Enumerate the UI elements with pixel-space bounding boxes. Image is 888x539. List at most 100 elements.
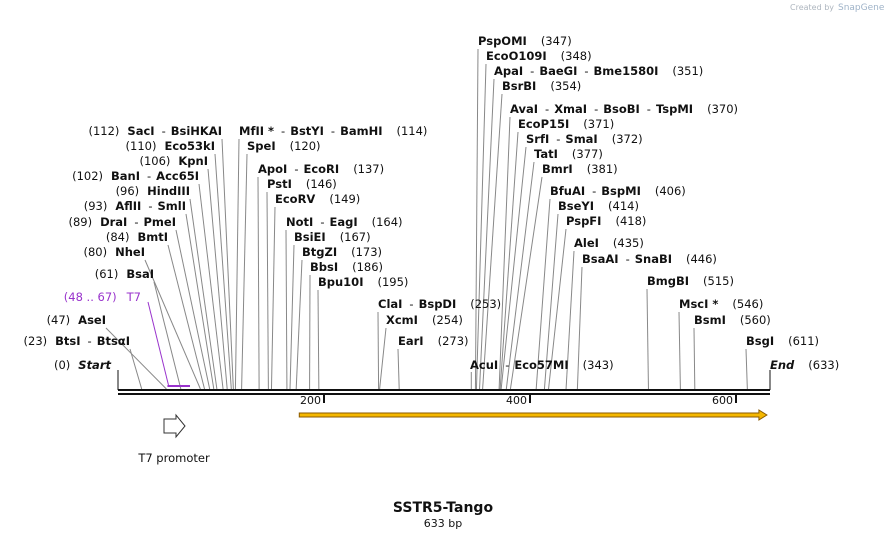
site-position: (414)	[608, 199, 639, 213]
site-name: MscI *	[679, 297, 718, 311]
site-name: NotI	[286, 215, 313, 229]
ruler-tick-label-200: 200	[300, 394, 321, 407]
site-position: (348)	[561, 49, 592, 63]
ruler: 200 400 600	[300, 394, 738, 407]
site-name: SpeI	[247, 139, 276, 153]
leader-EcoRV	[270, 206, 276, 390]
site-separator: -	[147, 169, 151, 183]
sequence-backbone	[117, 370, 771, 395]
site-position: (560)	[740, 313, 771, 327]
site-name: BtsαI	[97, 334, 130, 348]
site-label-BfuAI: BfuAI - BspMI (406)	[550, 184, 686, 198]
site-label-BtsI: (23) BtsI - BtsαI	[24, 334, 130, 348]
site-label-BsaAI: BsaAI - SnaBI (446)	[582, 252, 717, 266]
site-label-ClaI: ClaI - BspDI (253)	[378, 297, 501, 311]
site-label-BsrBI: BsrBI (354)	[502, 79, 581, 93]
sequence-length: 633 bp	[424, 517, 462, 530]
leader-BsmI	[693, 327, 696, 390]
site-name: BsoBI	[603, 102, 640, 116]
site-label-MscI *: MscI * (546)	[679, 297, 763, 311]
ruler-tick-label-600: 600	[712, 394, 733, 407]
site-position: (120)	[290, 139, 321, 153]
site-name: TatI	[534, 147, 558, 161]
leader-BmgBI	[646, 288, 649, 390]
site-name: BsiHKAI	[171, 124, 222, 138]
site-name: PspOMI	[478, 34, 527, 48]
site-label-PspOMI: PspOMI (347)	[478, 34, 572, 48]
site-position: (146)	[306, 177, 337, 191]
end-name: End	[770, 358, 795, 372]
start-position: (0)	[54, 358, 70, 372]
leader-BmtI	[167, 244, 206, 390]
leader-SrfI	[500, 146, 527, 390]
site-position: (611)	[788, 334, 819, 348]
site-name: AcuI	[470, 358, 498, 372]
features-layer: (48 .. 67) T7 T7 promoter	[64, 290, 768, 465]
site-position: (61)	[95, 267, 119, 281]
leader-SpeI	[241, 153, 248, 390]
site-name: SmlI	[158, 199, 187, 213]
site-label-AcuI: AcuI - Eco57MI (343)	[470, 358, 614, 372]
site-label-HindIII: (96) HindIII	[116, 184, 190, 198]
site-name: BamHI	[340, 124, 382, 138]
leader-BtsI	[129, 348, 143, 390]
site-name: DraI	[100, 215, 127, 229]
site-separator: -	[88, 334, 92, 348]
leader-BfuAI	[535, 198, 551, 390]
site-separator: -	[294, 162, 298, 176]
site-separator: -	[320, 215, 324, 229]
site-position: (347)	[541, 34, 572, 48]
site-label-BmtI: (84) BmtI	[106, 230, 168, 244]
site-position: (515)	[703, 274, 734, 288]
leader-SacI	[221, 138, 234, 390]
site-label-BsaI: (61) BsaI	[95, 267, 154, 281]
leader-BsrBI	[482, 93, 503, 390]
leader-Bpu10I	[317, 289, 320, 390]
site-name: Acc65I	[156, 169, 199, 183]
site-position: (435)	[613, 236, 644, 250]
leader-PstI	[266, 191, 269, 390]
site-name: BsaI	[126, 267, 154, 281]
site-name: AleI	[574, 236, 599, 250]
site-name: EcoRV	[275, 192, 315, 206]
leader-BanI	[198, 183, 224, 390]
site-name: BaeGI	[539, 64, 577, 78]
leader-PspOMI	[474, 48, 479, 390]
site-separator: -	[505, 358, 509, 372]
leader-lines	[105, 48, 748, 390]
site-label-DraI: (89) DraI - PmeI	[68, 215, 176, 229]
site-name: PmeI	[144, 215, 177, 229]
site-separator: -	[148, 199, 152, 213]
site-name: BsaAI	[582, 252, 619, 266]
leader-Eco53kI	[214, 153, 232, 390]
site-name: EagI	[329, 215, 357, 229]
t7-promoter-arrow	[163, 413, 186, 439]
site-position: (546)	[732, 297, 763, 311]
site-name: BbsI	[310, 260, 338, 274]
leader-EarI	[397, 348, 400, 390]
site-position: (343)	[583, 358, 614, 372]
site-label-BsiEI: BsiEI (167)	[294, 230, 371, 244]
site-name: BmgBI	[647, 274, 689, 288]
leader-TatI	[505, 161, 535, 390]
site-position: (377)	[572, 147, 603, 161]
site-position: (164)	[372, 215, 403, 229]
site-label-ApoI: ApoI - EcoRI (137)	[258, 162, 384, 176]
site-label-BsmI: BsmI (560)	[694, 313, 771, 327]
site-label-BmrI: BmrI (381)	[542, 162, 618, 176]
site-name: Bme1580I	[594, 64, 659, 78]
site-label-EarI: EarI (273)	[398, 334, 469, 348]
site-separator: -	[134, 215, 138, 229]
site-position: (112)	[88, 124, 119, 138]
site-position: (89)	[68, 215, 92, 229]
site-name: XmaI	[554, 102, 587, 116]
site-position: (47)	[47, 313, 71, 327]
leader-EcoP15I	[499, 131, 519, 390]
leader-NotI	[285, 229, 288, 390]
site-name: Eco57MI	[514, 358, 568, 372]
site-name: BanI	[111, 169, 140, 183]
site-name: SacI	[127, 124, 154, 138]
site-position: (372)	[612, 132, 643, 146]
site-separator: -	[331, 124, 335, 138]
site-separator: -	[281, 124, 285, 138]
